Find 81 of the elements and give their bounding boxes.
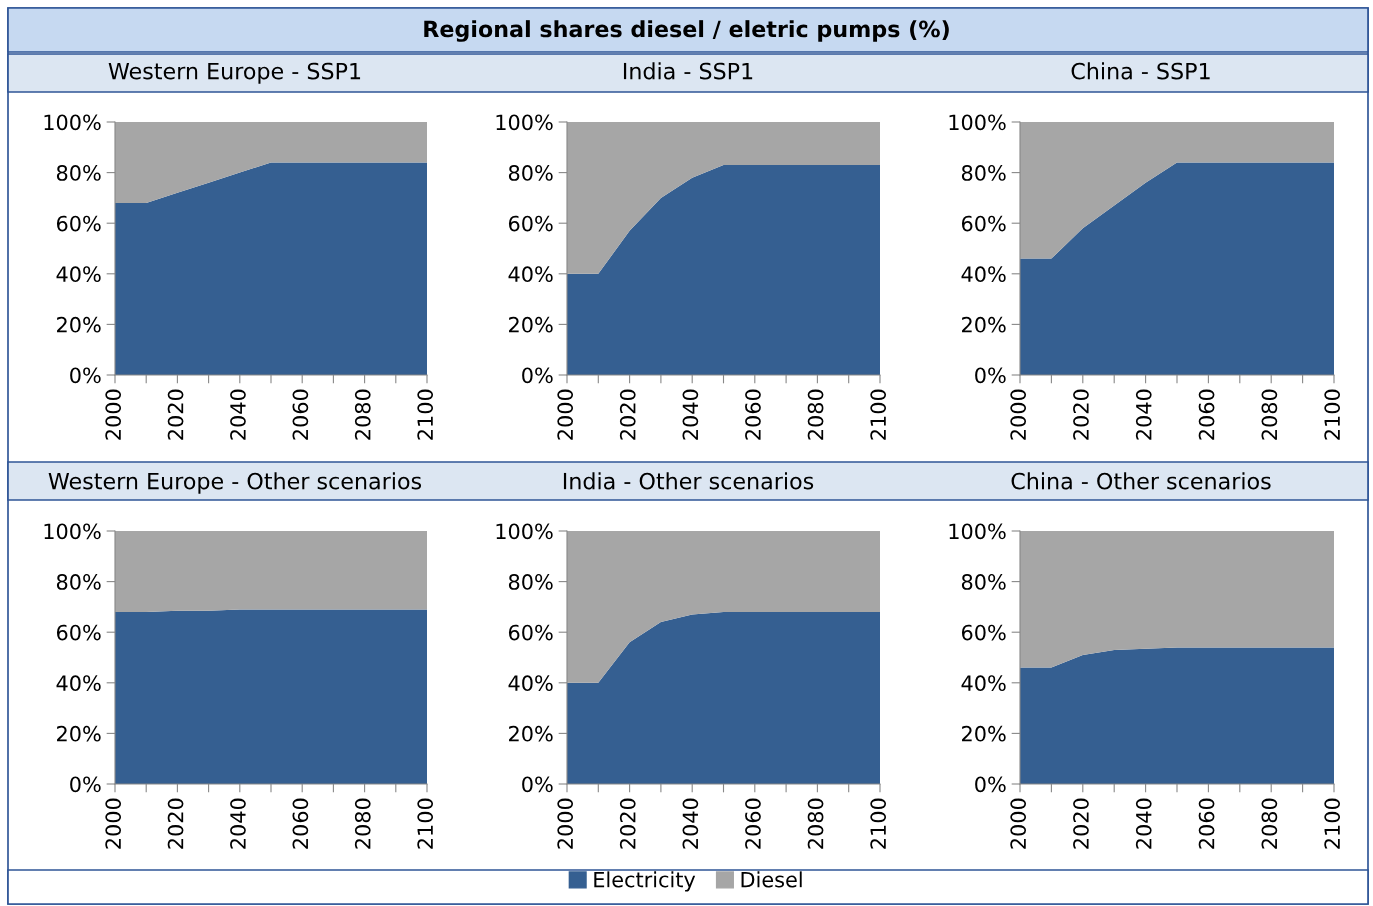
chart-title: Western Europe - Other scenarios (48, 472, 422, 494)
x-tick-label: 2100 (870, 798, 887, 849)
x-tick-label: 2000 (557, 798, 574, 849)
y-tick-label: 40% (56, 266, 101, 283)
x-tick-label: 2080 (354, 389, 371, 440)
x-tick-label: 2040 (1135, 798, 1152, 849)
y-tick-label: 100% (949, 523, 1006, 540)
y-tick-label: 0% (70, 776, 101, 793)
y-tick-label: 80% (508, 574, 553, 590)
x-tick-label: 2040 (1135, 389, 1152, 440)
chart-title: India - SSP1 (623, 62, 753, 80)
y-tick-label: 60% (961, 215, 1006, 232)
chart-title: China - Other scenarios (1011, 472, 1271, 490)
x-tick-label: 2080 (1261, 798, 1278, 849)
x-tick-label: 2100 (870, 389, 887, 440)
y-tick-label: 60% (961, 624, 1006, 641)
x-tick-label: 2000 (1010, 389, 1027, 440)
text: Regional shares diesel / eletric pumps (%) (424, 20, 949, 42)
y-tick-label: 100% (44, 114, 101, 131)
y-tick-label: 40% (961, 266, 1006, 283)
y-tick-label: 80% (508, 165, 553, 181)
x-tick-label: 2080 (807, 389, 824, 440)
y-tick-label: 100% (949, 114, 1006, 131)
x-tick-label: 2000 (105, 389, 122, 440)
y-tick-label: 0% (522, 776, 553, 793)
x-tick-label: 2040 (230, 389, 246, 440)
x-tick-label: 2020 (167, 798, 184, 849)
x-tick-label: 2060 (292, 389, 309, 440)
y-tick-label: 80% (56, 574, 101, 590)
y-tick-label: 100% (44, 523, 101, 540)
x-tick-label: 2000 (557, 389, 574, 440)
x-tick-label: 2100 (417, 798, 434, 849)
y-tick-label: 20% (57, 725, 101, 742)
y-tick-label: 80% (961, 165, 1006, 181)
y-tick-label: 0% (70, 367, 101, 384)
chart-title: Western Europe - SSP1 (108, 62, 361, 84)
y-tick-label: 20% (57, 316, 101, 333)
y-tick-label: 20% (962, 725, 1006, 742)
y-tick-label: 60% (508, 624, 553, 641)
x-tick-label: 2020 (619, 389, 636, 440)
x-tick-label: 2060 (1198, 389, 1215, 440)
legend-label: Diesel (741, 871, 802, 888)
x-tick-label: 2000 (1010, 798, 1027, 849)
x-tick-label: 2020 (1073, 798, 1089, 849)
y-tick-label: 80% (56, 165, 101, 181)
x-tick-label: 2040 (682, 389, 699, 440)
y-tick-label: 20% (509, 316, 553, 333)
x-tick-label: 2100 (1324, 389, 1341, 440)
y-tick-label: 0% (975, 367, 1006, 384)
x-tick-label: 2000 (105, 798, 122, 849)
x-tick-label: 2100 (1324, 798, 1341, 849)
x-tick-label: 2020 (619, 798, 636, 849)
x-tick-label: 2060 (292, 798, 309, 849)
y-tick-label: 0% (522, 367, 553, 384)
y-tick-label: 20% (509, 725, 553, 742)
x-tick-label: 2060 (745, 389, 761, 440)
y-tick-label: 100% (496, 114, 553, 131)
legend-label: Electricity (594, 871, 696, 892)
y-tick-label: 80% (961, 574, 1006, 590)
x-tick-label: 2060 (1198, 798, 1215, 849)
chart-title: India - Other scenarios (563, 472, 814, 490)
y-tick-label: 40% (508, 675, 553, 692)
y-tick-label: 0% (975, 776, 1006, 793)
x-tick-label: 2040 (682, 798, 699, 849)
y-tick-label: 40% (56, 675, 101, 692)
y-tick-label: 40% (961, 675, 1006, 692)
x-tick-label: 2100 (417, 389, 434, 440)
y-tick-label: 60% (508, 215, 553, 232)
y-tick-label: 20% (962, 316, 1006, 333)
x-tick-label: 2080 (807, 798, 824, 849)
y-tick-label: 60% (56, 215, 101, 232)
y-tick-label: 40% (508, 266, 553, 283)
x-tick-label: 2080 (1261, 389, 1278, 440)
x-tick-label: 2020 (167, 389, 184, 440)
y-tick-label: 100% (496, 523, 553, 540)
x-tick-label: 2020 (1073, 389, 1089, 440)
x-tick-label: 2080 (354, 798, 371, 849)
y-tick-label: 60% (56, 624, 101, 641)
x-tick-label: 2040 (230, 798, 246, 849)
chart-title: China - SSP1 (1071, 62, 1210, 80)
x-tick-label: 2060 (745, 798, 761, 849)
